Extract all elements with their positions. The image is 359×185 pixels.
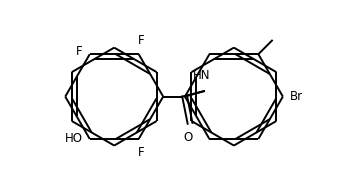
- Text: F: F: [138, 34, 145, 47]
- Text: F: F: [138, 146, 145, 159]
- Text: HN: HN: [192, 69, 210, 82]
- Text: O: O: [183, 131, 192, 144]
- Text: HO: HO: [65, 132, 83, 145]
- Text: Br: Br: [290, 90, 303, 103]
- Text: F: F: [76, 45, 83, 58]
